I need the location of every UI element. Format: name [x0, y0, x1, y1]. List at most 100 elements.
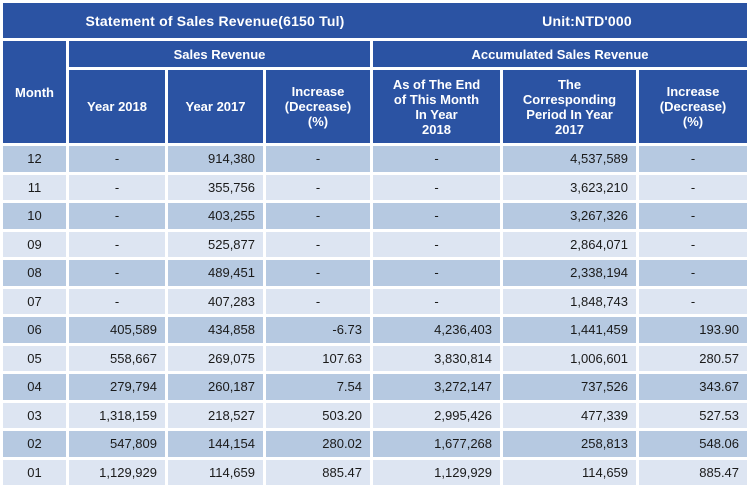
value-cell: 4,236,403: [373, 317, 501, 343]
value-cell: -: [266, 203, 371, 229]
table-row: 10-403,255- -3,267,326-: [3, 203, 748, 229]
month-cell: 04: [3, 374, 66, 400]
value-cell: -: [69, 146, 165, 172]
value-cell: 355,756: [168, 174, 263, 200]
accumulated-sales-revenue-group-header: Accumulated Sales Revenue: [373, 41, 748, 67]
month-cell: 01: [3, 459, 66, 485]
value-cell: -: [373, 288, 501, 314]
value-cell: 1,006,601: [503, 345, 637, 371]
value-cell: 193.90: [639, 317, 748, 343]
table-row: 06 405,589 434,858 -6.73 4,236,403 1,441,459 1…: [3, 317, 748, 343]
month-cell: 03: [3, 402, 66, 428]
value-cell: 503.20: [266, 402, 371, 428]
value-cell: 525,877: [168, 231, 263, 257]
unit-label: Unit:NTD'000: [542, 12, 632, 29]
month-cell: 05: [3, 345, 66, 371]
table-row: 07-407,283- -1,848,743-: [3, 288, 748, 314]
month-cell: 09: [3, 231, 66, 257]
value-cell: 4,537,589: [503, 146, 637, 172]
value-cell: -: [639, 231, 748, 257]
value-cell: -6.73: [266, 317, 371, 343]
value-cell: 280.57: [639, 345, 748, 371]
value-cell: 405,589: [69, 317, 165, 343]
sales-revenue-group-header: Sales Revenue: [69, 41, 371, 67]
month-cell: 10: [3, 203, 66, 229]
value-cell: -: [373, 146, 501, 172]
title-bar: Statement of Sales Revenue(6150 Tul) Uni…: [3, 3, 747, 38]
year-2017-column-header: Year 2017: [168, 70, 263, 143]
month-cell: 02: [3, 431, 66, 457]
value-cell: 477,339: [503, 402, 637, 428]
table-row: 01 1,129,929 114,659 885.47 1,129,929 114,659…: [3, 459, 748, 485]
value-cell: 3,830,814: [373, 345, 501, 371]
value-cell: 527.53: [639, 402, 748, 428]
value-cell: 2,338,194: [503, 260, 637, 286]
value-cell: -: [69, 260, 165, 286]
value-cell: 1,848,743: [503, 288, 637, 314]
value-cell: 1,129,929: [373, 459, 501, 485]
year-2018-column-header: Year 2018: [69, 70, 165, 143]
accumulated-2017-column-header: The Corresponding Period In Year 2017: [503, 70, 637, 143]
value-cell: 1,677,268: [373, 431, 501, 457]
value-cell: 1,441,459: [503, 317, 637, 343]
value-cell: 737,526: [503, 374, 637, 400]
table-row: 02 547,809 144,154 280.02 1,677,268 258,813 54…: [3, 431, 748, 457]
value-cell: -: [69, 174, 165, 200]
column-header-row: Year 2018 Year 2017 Increase (Decrease) …: [3, 70, 748, 143]
value-cell: 144,154: [168, 431, 263, 457]
value-cell: 434,858: [168, 317, 263, 343]
table-header: Month Sales Revenue Accumulated Sales Re…: [3, 41, 748, 143]
table-row: 04 279,794 260,187 7.54 3,272,147 737,526 343.…: [3, 374, 748, 400]
value-cell: 280.02: [266, 431, 371, 457]
value-cell: 885.47: [266, 459, 371, 485]
table-row: 09-525,877- -2,864,071-: [3, 231, 748, 257]
value-cell: -: [69, 231, 165, 257]
month-cell: 08: [3, 260, 66, 286]
table-row: 12-914,380- -4,537,589-: [3, 146, 748, 172]
month-cell: 12: [3, 146, 66, 172]
accumulated-increase-decrease-column-header: Increase (Decrease) (%): [639, 70, 748, 143]
month-column-header: Month: [3, 41, 66, 143]
month-cell: 11: [3, 174, 66, 200]
value-cell: 558,667: [69, 345, 165, 371]
value-cell: -: [266, 174, 371, 200]
value-cell: 7.54: [266, 374, 371, 400]
value-cell: -: [373, 174, 501, 200]
value-cell: 547,809: [69, 431, 165, 457]
value-cell: 258,813: [503, 431, 637, 457]
value-cell: 489,451: [168, 260, 263, 286]
value-cell: 279,794: [69, 374, 165, 400]
table-row: 03 1,318,159 218,527 503.20 2,995,426 477,339…: [3, 402, 748, 428]
sales-increase-decrease-column-header: Increase (Decrease) (%): [266, 70, 371, 143]
value-cell: 3,267,326: [503, 203, 637, 229]
accumulated-2018-column-header: As of The End of This Month In Year 2018: [373, 70, 501, 143]
value-cell: 403,255: [168, 203, 263, 229]
value-cell: 2,995,426: [373, 402, 501, 428]
value-cell: -: [639, 174, 748, 200]
group-header-row: Month Sales Revenue Accumulated Sales Re…: [3, 41, 748, 143]
value-cell: 407,283: [168, 288, 263, 314]
value-cell: 1,129,929: [69, 459, 165, 485]
value-cell: 343.67: [639, 374, 748, 400]
table-body: 12-914,380- -4,537,589-11-355,756- -3,623,…: [3, 146, 748, 485]
value-cell: -: [639, 203, 748, 229]
value-cell: -: [373, 260, 501, 286]
value-cell: -: [69, 203, 165, 229]
value-cell: 548.06: [639, 431, 748, 457]
month-cell: 06: [3, 317, 66, 343]
value-cell: 885.47: [639, 459, 748, 485]
table-row: 05 558,667 269,075 107.63 3,830,814 1,006,601…: [3, 345, 748, 371]
value-cell: 3,272,147: [373, 374, 501, 400]
page-title: Statement of Sales Revenue(6150 Tul): [85, 12, 345, 29]
sales-revenue-table: Month Sales Revenue Accumulated Sales Re…: [0, 38, 750, 488]
value-cell: 114,659: [168, 459, 263, 485]
value-cell: 2,864,071: [503, 231, 637, 257]
value-cell: -: [266, 146, 371, 172]
table-row: 08-489,451- -2,338,194-: [3, 260, 748, 286]
value-cell: -: [69, 288, 165, 314]
value-cell: -: [639, 260, 748, 286]
value-cell: -: [639, 146, 748, 172]
value-cell: -: [266, 260, 371, 286]
value-cell: 1,318,159: [69, 402, 165, 428]
